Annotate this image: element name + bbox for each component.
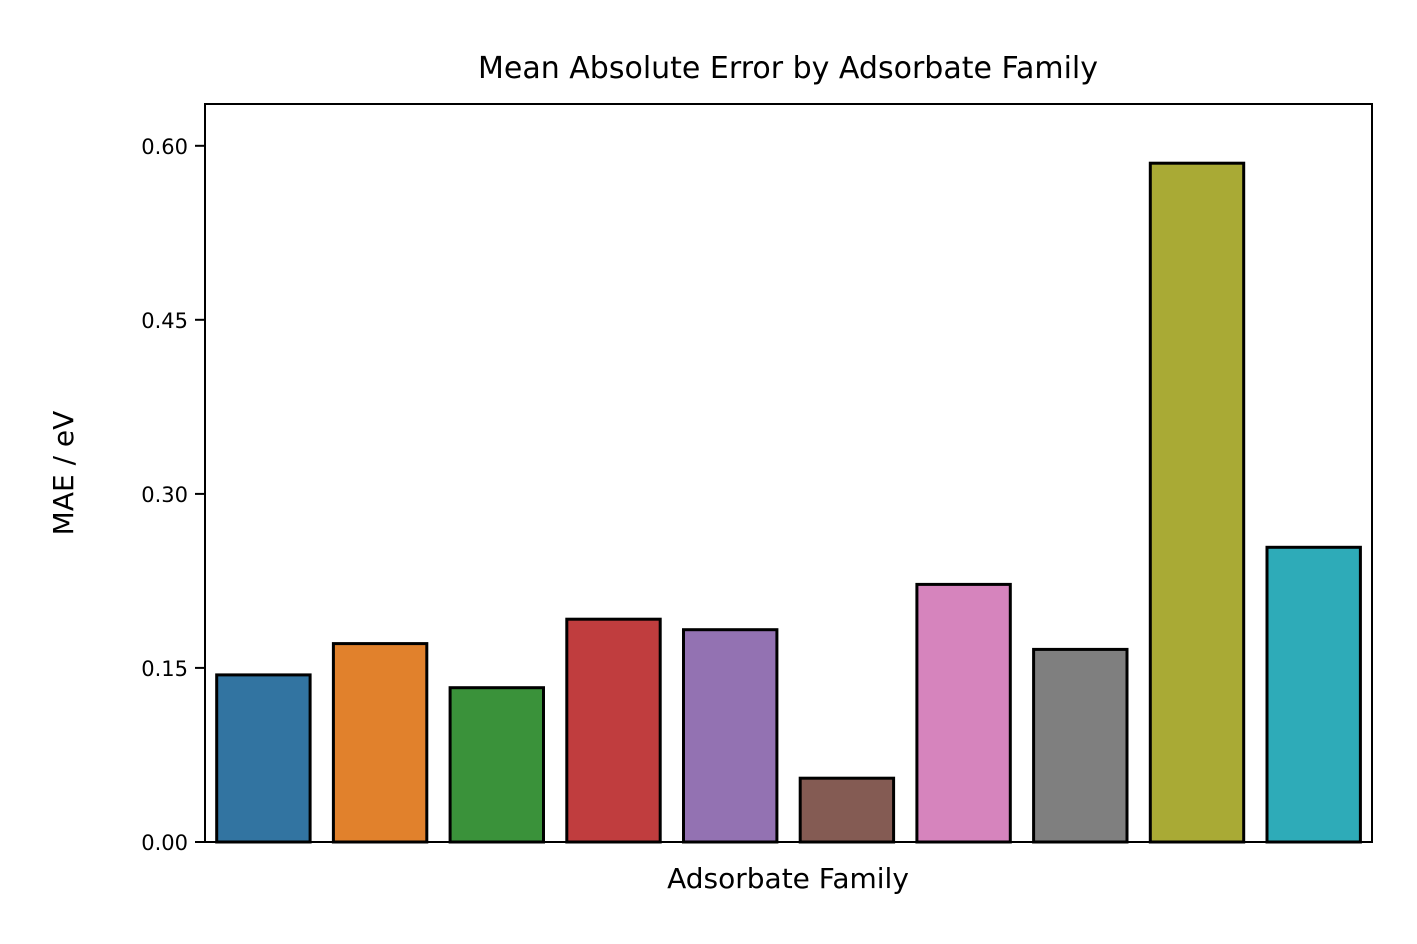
bar-5	[682, 628, 779, 844]
y-tick-label: 0.60	[141, 135, 188, 159]
bar-8	[1032, 647, 1129, 844]
bar-3	[448, 686, 546, 844]
bar-2	[331, 642, 429, 844]
x-axis-label: Adsorbate Family	[667, 862, 909, 895]
bar-6	[798, 776, 896, 844]
chart-title: Mean Absolute Error by Adsorbate Family	[478, 51, 1098, 86]
y-tick-label: 0.45	[141, 309, 188, 333]
bar-4	[565, 617, 662, 844]
bar-9	[1148, 161, 1246, 844]
plot-frame	[204, 103, 1373, 843]
bar-10	[1265, 545, 1362, 844]
y-axis-label: MAE / eV	[47, 411, 80, 536]
bar-1	[215, 673, 312, 844]
bar-7	[915, 582, 1012, 844]
y-tick-label: 0.15	[141, 657, 188, 681]
y-tick-label: 0.30	[141, 483, 188, 507]
y-tick-label: 0.00	[141, 831, 188, 855]
